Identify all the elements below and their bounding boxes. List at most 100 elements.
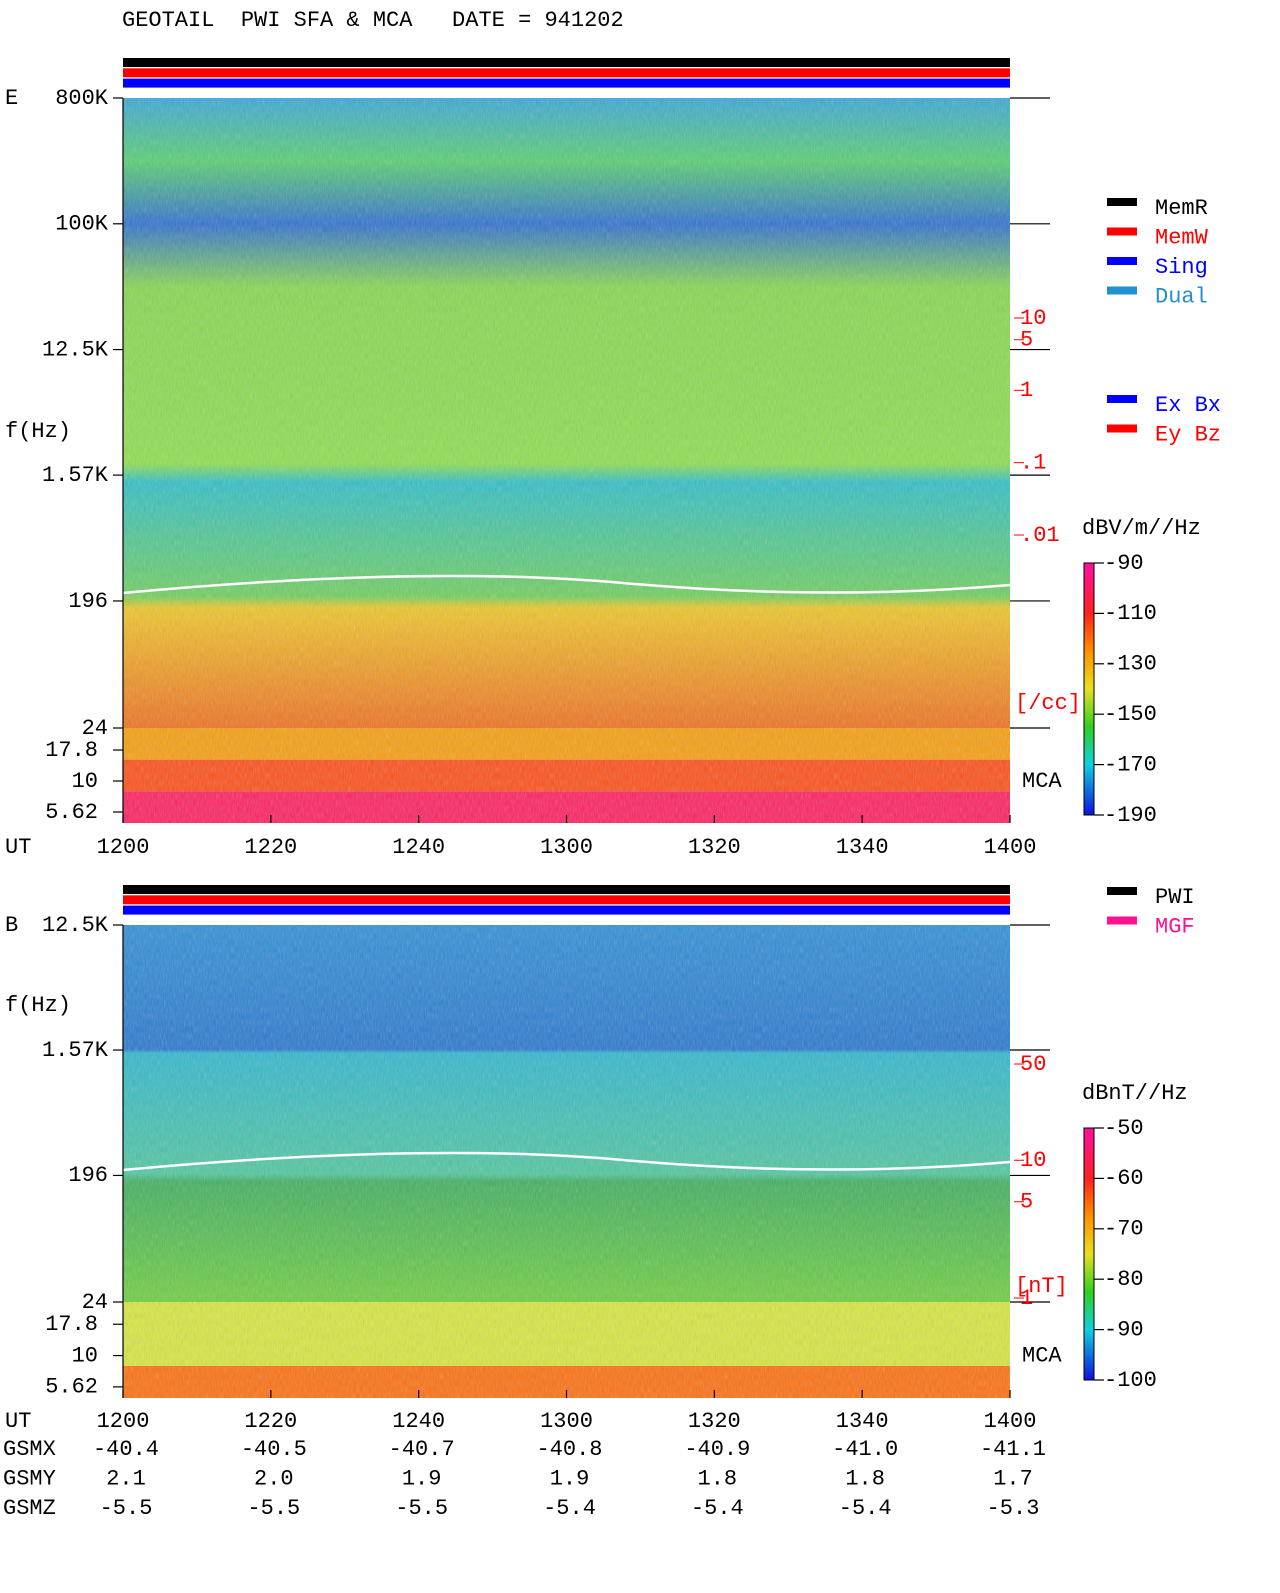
y-tick-label: 12.5K bbox=[42, 913, 109, 938]
mca-texture bbox=[123, 1302, 1010, 1398]
x-tick-label: 1300 bbox=[540, 1409, 593, 1434]
mca-label: MCA bbox=[1022, 1343, 1062, 1368]
colorbar-tick-label: -90 bbox=[1104, 551, 1144, 576]
table-cell: -40.9 bbox=[684, 1437, 750, 1462]
y2-tick-label: .1 bbox=[1020, 450, 1046, 475]
x-tick-label: 1320 bbox=[688, 835, 741, 860]
mca-tick-label: 10 bbox=[72, 769, 98, 794]
title: GEOTAIL PWI SFA & MCA DATE = 941202 bbox=[122, 8, 624, 33]
colorbar-tick-label: -60 bbox=[1104, 1166, 1144, 1191]
table-cell: 1.8 bbox=[698, 1466, 738, 1491]
colorbar-tick-label: -150 bbox=[1104, 702, 1157, 727]
status-bar bbox=[123, 78, 1010, 88]
y-axis-label: f(Hz) bbox=[5, 419, 71, 444]
y2-tick-label: .01 bbox=[1020, 523, 1060, 548]
y2-axis-label: [/cc] bbox=[1015, 691, 1081, 716]
legend-swatch bbox=[1107, 257, 1137, 265]
row-label: GSMY bbox=[3, 1466, 56, 1491]
mca-tick-label: 5.62 bbox=[45, 800, 98, 825]
row-label: GSMX bbox=[3, 1437, 56, 1462]
y-tick-label: 24 bbox=[82, 716, 108, 741]
legend-swatch bbox=[1107, 887, 1137, 895]
x-tick-label: 1300 bbox=[540, 835, 593, 860]
status-bar bbox=[123, 885, 1010, 894]
table-cell: 2.0 bbox=[254, 1466, 294, 1491]
y2-tick-label: 10 bbox=[1020, 306, 1046, 331]
mca-tick-label: 17.8 bbox=[45, 738, 98, 763]
x-tick-label: 1400 bbox=[984, 1409, 1037, 1434]
spectrogram-texture bbox=[123, 98, 1010, 728]
legend-swatch bbox=[1107, 916, 1137, 925]
status-bar bbox=[123, 68, 1010, 78]
table-cell: 1.8 bbox=[845, 1466, 885, 1491]
status-bar bbox=[123, 905, 1010, 915]
table-cell: -40.4 bbox=[93, 1437, 159, 1462]
table-cell: -5.3 bbox=[987, 1496, 1040, 1521]
legend-swatch bbox=[1107, 395, 1137, 403]
plasma-line bbox=[122, 1151, 1011, 1172]
colorbar bbox=[1083, 1127, 1095, 1381]
y-tick-label: 24 bbox=[82, 1290, 108, 1315]
table-cell: -5.5 bbox=[395, 1496, 448, 1521]
colorbar-tick-label: -170 bbox=[1104, 752, 1157, 777]
table-cell: 1.7 bbox=[993, 1466, 1033, 1491]
x-axis-label: UT bbox=[5, 835, 31, 860]
status-bar bbox=[123, 895, 1010, 905]
legend-label: Sing bbox=[1155, 255, 1208, 280]
plots: Ef(Hz)800K100K12.5K1.57K1962417.8105.62M… bbox=[3, 58, 1221, 1521]
legend-swatch bbox=[1107, 198, 1137, 206]
y2-tick-label: 5 bbox=[1020, 328, 1033, 353]
x-tick-label: 1240 bbox=[392, 1409, 445, 1434]
table-cell: -5.5 bbox=[100, 1496, 153, 1521]
table-cell: -41.1 bbox=[980, 1437, 1046, 1462]
x-tick-label: 1240 bbox=[392, 835, 445, 860]
x-tick-label: 1220 bbox=[244, 835, 297, 860]
y-tick-label: 100K bbox=[55, 212, 109, 237]
x-tick-label: 1400 bbox=[984, 835, 1037, 860]
table-cell: -5.4 bbox=[543, 1496, 596, 1521]
x-tick-label: 1200 bbox=[97, 835, 150, 860]
mca-label: MCA bbox=[1022, 769, 1062, 794]
y2-tick-label: 50 bbox=[1020, 1052, 1046, 1077]
y-tick-label: 800K bbox=[55, 86, 109, 111]
table-cell: 2.1 bbox=[106, 1466, 146, 1491]
table-cell: -40.7 bbox=[389, 1437, 455, 1462]
x-axis-label: UT bbox=[5, 1409, 31, 1434]
colorbar-tick-label: -90 bbox=[1104, 1317, 1144, 1342]
colorbar-tick-label: -50 bbox=[1104, 1116, 1144, 1141]
legend-swatch bbox=[1107, 424, 1137, 433]
x-tick-label: 1340 bbox=[836, 1409, 889, 1434]
table-cell: -5.4 bbox=[691, 1496, 744, 1521]
legend-swatch bbox=[1107, 286, 1137, 295]
colorbar-tick-label: -70 bbox=[1104, 1217, 1144, 1242]
table-cell: 1.9 bbox=[402, 1466, 442, 1491]
y2-tick-label: 10 bbox=[1020, 1148, 1046, 1173]
table-cell: -40.8 bbox=[536, 1437, 602, 1462]
x-tick-label: 1220 bbox=[244, 1409, 297, 1434]
y-tick-label: 196 bbox=[68, 1163, 108, 1188]
plasma-line bbox=[122, 574, 1011, 595]
colorbar-label: dBnT//Hz bbox=[1082, 1081, 1188, 1106]
row-label: GSMZ bbox=[3, 1496, 56, 1521]
colorbar bbox=[1083, 562, 1095, 816]
y2-axis-label: [nT] bbox=[1015, 1274, 1068, 1299]
x-tick-label: 1320 bbox=[688, 1409, 741, 1434]
spectrogram-texture bbox=[123, 925, 1010, 1302]
y-tick-label: 12.5K bbox=[42, 337, 109, 362]
legend-label: Ex Bx bbox=[1155, 393, 1221, 418]
legend-swatch bbox=[1107, 227, 1137, 236]
legend-label: MGF bbox=[1155, 914, 1195, 939]
legend-label: MemR bbox=[1155, 196, 1208, 221]
colorbar-tick-label: -100 bbox=[1104, 1368, 1157, 1393]
y2-tick-label: 1 bbox=[1020, 378, 1033, 403]
legend-label: Dual bbox=[1155, 284, 1208, 309]
colorbar-tick-label: -130 bbox=[1104, 652, 1157, 677]
panel-label: E bbox=[5, 86, 18, 111]
y2-tick-label: 5 bbox=[1020, 1190, 1033, 1215]
legend-label: MemW bbox=[1155, 225, 1209, 250]
table-cell: -5.4 bbox=[839, 1496, 892, 1521]
table-cell: 1.9 bbox=[550, 1466, 590, 1491]
table-cell: -5.5 bbox=[247, 1496, 300, 1521]
y-tick-label: 1.57K bbox=[42, 463, 109, 488]
